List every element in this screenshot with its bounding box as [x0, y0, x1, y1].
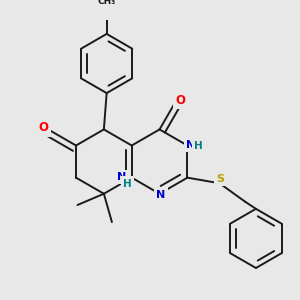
Text: N: N — [156, 190, 166, 200]
Text: S: S — [216, 174, 224, 184]
Text: N: N — [186, 140, 196, 150]
Text: H: H — [194, 141, 203, 151]
Text: H: H — [123, 178, 132, 188]
Text: CH₃: CH₃ — [98, 0, 116, 6]
Text: O: O — [38, 122, 48, 134]
Text: O: O — [176, 94, 185, 107]
Text: N: N — [117, 172, 127, 182]
